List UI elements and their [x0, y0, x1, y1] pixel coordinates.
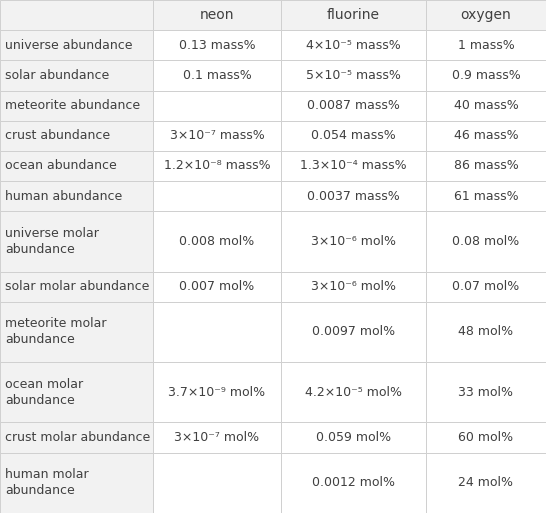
Bar: [153, 362, 281, 423]
Bar: [0, 61, 153, 90]
Bar: [0, 121, 153, 151]
Text: universe molar
abundance: universe molar abundance: [5, 227, 99, 256]
Text: 3×10⁻⁶ mol%: 3×10⁻⁶ mol%: [311, 235, 396, 248]
Bar: [426, 61, 546, 90]
Text: 24 mol%: 24 mol%: [459, 477, 513, 489]
Text: ocean molar
abundance: ocean molar abundance: [5, 378, 84, 407]
Bar: [0, 90, 153, 121]
Bar: [0, 271, 153, 302]
Bar: [0, 362, 153, 423]
Text: 1 mass%: 1 mass%: [458, 39, 514, 52]
Bar: [153, 211, 281, 271]
Bar: [426, 423, 546, 452]
Bar: [426, 0, 546, 30]
Text: 48 mol%: 48 mol%: [459, 325, 513, 339]
Bar: [153, 151, 281, 181]
Text: 3×10⁻⁶ mol%: 3×10⁻⁶ mol%: [311, 280, 396, 293]
Bar: [153, 121, 281, 151]
Text: 0.1 mass%: 0.1 mass%: [183, 69, 251, 82]
Bar: [281, 423, 426, 452]
Bar: [153, 30, 281, 61]
Text: oxygen: oxygen: [461, 8, 511, 22]
Text: 0.007 mol%: 0.007 mol%: [180, 280, 254, 293]
Text: 40 mass%: 40 mass%: [454, 99, 518, 112]
Text: human abundance: human abundance: [5, 190, 123, 203]
Text: crust abundance: crust abundance: [5, 129, 111, 142]
Text: 5×10⁻⁵ mass%: 5×10⁻⁵ mass%: [306, 69, 401, 82]
Bar: [281, 302, 426, 362]
Bar: [281, 0, 426, 30]
Text: 1.3×10⁻⁴ mass%: 1.3×10⁻⁴ mass%: [300, 160, 407, 172]
Bar: [426, 151, 546, 181]
Text: 0.0097 mol%: 0.0097 mol%: [312, 325, 395, 339]
Text: 3×10⁻⁷ mol%: 3×10⁻⁷ mol%: [175, 431, 259, 444]
Text: 0.0012 mol%: 0.0012 mol%: [312, 477, 395, 489]
Bar: [153, 452, 281, 513]
Bar: [0, 30, 153, 61]
Text: 0.9 mass%: 0.9 mass%: [452, 69, 520, 82]
Text: human molar
abundance: human molar abundance: [5, 468, 89, 497]
Text: meteorite molar
abundance: meteorite molar abundance: [5, 318, 107, 346]
Bar: [153, 423, 281, 452]
Text: 0.13 mass%: 0.13 mass%: [179, 39, 256, 52]
Bar: [426, 452, 546, 513]
Bar: [426, 90, 546, 121]
Bar: [0, 423, 153, 452]
Bar: [426, 271, 546, 302]
Text: meteorite abundance: meteorite abundance: [5, 99, 140, 112]
Text: 0.07 mol%: 0.07 mol%: [452, 280, 520, 293]
Bar: [426, 121, 546, 151]
Text: 61 mass%: 61 mass%: [454, 190, 518, 203]
Text: solar molar abundance: solar molar abundance: [5, 280, 150, 293]
Bar: [281, 30, 426, 61]
Bar: [281, 211, 426, 271]
Text: solar abundance: solar abundance: [5, 69, 110, 82]
Text: 33 mol%: 33 mol%: [459, 386, 513, 399]
Bar: [281, 121, 426, 151]
Bar: [281, 452, 426, 513]
Bar: [153, 61, 281, 90]
Text: 0.0087 mass%: 0.0087 mass%: [307, 99, 400, 112]
Bar: [426, 302, 546, 362]
Text: 0.008 mol%: 0.008 mol%: [180, 235, 254, 248]
Text: 1.2×10⁻⁸ mass%: 1.2×10⁻⁸ mass%: [164, 160, 270, 172]
Text: ocean abundance: ocean abundance: [5, 160, 117, 172]
Text: 0.054 mass%: 0.054 mass%: [311, 129, 396, 142]
Bar: [426, 30, 546, 61]
Text: fluorine: fluorine: [327, 8, 380, 22]
Text: universe abundance: universe abundance: [5, 39, 133, 52]
Bar: [281, 151, 426, 181]
Bar: [153, 271, 281, 302]
Bar: [0, 302, 153, 362]
Text: 4.2×10⁻⁵ mol%: 4.2×10⁻⁵ mol%: [305, 386, 402, 399]
Bar: [0, 211, 153, 271]
Text: 0.08 mol%: 0.08 mol%: [452, 235, 520, 248]
Bar: [0, 0, 153, 30]
Bar: [281, 90, 426, 121]
Bar: [153, 181, 281, 211]
Bar: [0, 151, 153, 181]
Text: 0.059 mol%: 0.059 mol%: [316, 431, 391, 444]
Bar: [281, 61, 426, 90]
Bar: [426, 362, 546, 423]
Text: crust molar abundance: crust molar abundance: [5, 431, 151, 444]
Text: 3.7×10⁻⁹ mol%: 3.7×10⁻⁹ mol%: [169, 386, 265, 399]
Text: 3×10⁻⁷ mass%: 3×10⁻⁷ mass%: [170, 129, 264, 142]
Bar: [426, 181, 546, 211]
Bar: [281, 181, 426, 211]
Text: 0.0037 mass%: 0.0037 mass%: [307, 190, 400, 203]
Text: neon: neon: [200, 8, 234, 22]
Bar: [281, 271, 426, 302]
Bar: [426, 211, 546, 271]
Text: 86 mass%: 86 mass%: [454, 160, 518, 172]
Bar: [153, 0, 281, 30]
Bar: [153, 90, 281, 121]
Text: 4×10⁻⁵ mass%: 4×10⁻⁵ mass%: [306, 39, 401, 52]
Text: 60 mol%: 60 mol%: [459, 431, 513, 444]
Bar: [153, 302, 281, 362]
Text: 46 mass%: 46 mass%: [454, 129, 518, 142]
Bar: [281, 362, 426, 423]
Bar: [0, 452, 153, 513]
Bar: [0, 181, 153, 211]
